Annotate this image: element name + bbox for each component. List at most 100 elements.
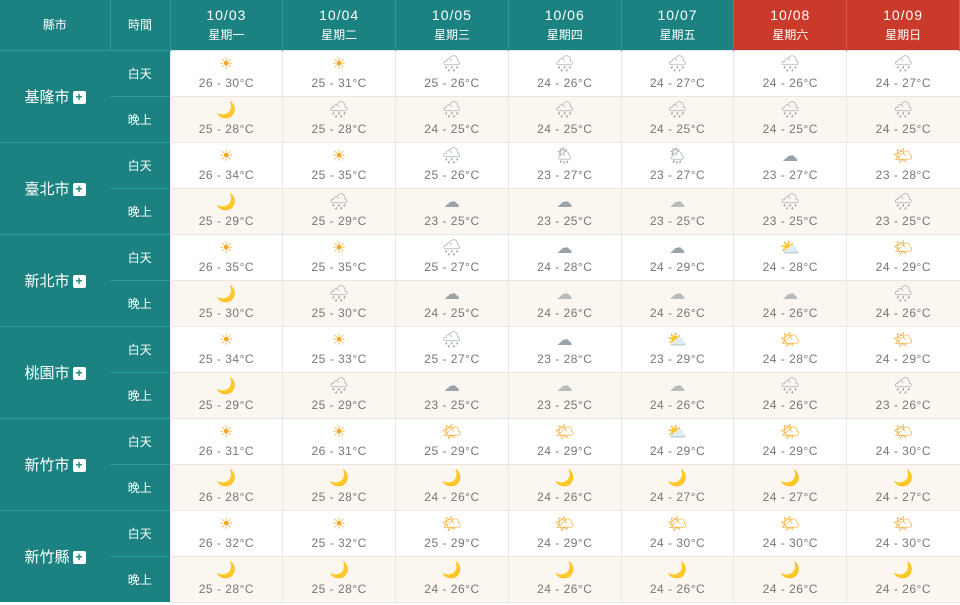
forecast-cell[interactable]: ⛅23 - 29°C: [621, 326, 734, 372]
forecast-cell[interactable]: ☁23 - 25°C: [508, 188, 621, 234]
forecast-cell[interactable]: 🌧24 - 25°C: [396, 96, 509, 142]
forecast-cell[interactable]: ☁23 - 25°C: [396, 188, 509, 234]
forecast-cell[interactable]: 🌤24 - 29°C: [734, 418, 847, 464]
forecast-cell[interactable]: 🌙24 - 26°C: [621, 556, 734, 602]
county-cell[interactable]: 基隆市+: [0, 50, 110, 142]
expand-icon[interactable]: +: [73, 459, 86, 472]
forecast-cell[interactable]: ☀26 - 31°C: [170, 418, 283, 464]
forecast-cell[interactable]: 🌧25 - 29°C: [283, 188, 396, 234]
forecast-cell[interactable]: 🌙25 - 28°C: [170, 556, 283, 602]
county-cell[interactable]: 桃園市+: [0, 326, 110, 418]
forecast-cell[interactable]: ☀26 - 32°C: [170, 510, 283, 556]
forecast-cell[interactable]: 🌤24 - 30°C: [847, 418, 960, 464]
forecast-cell[interactable]: ☀26 - 30°C: [170, 50, 283, 96]
forecast-cell[interactable]: 🌧24 - 25°C: [621, 96, 734, 142]
forecast-cell[interactable]: ☁24 - 26°C: [508, 280, 621, 326]
forecast-cell[interactable]: ☁23 - 25°C: [621, 188, 734, 234]
forecast-cell[interactable]: 🌧24 - 25°C: [508, 96, 621, 142]
mostly-sun-icon: 🌤: [734, 331, 846, 351]
forecast-cell[interactable]: 🌦23 - 27°C: [621, 142, 734, 188]
forecast-cell[interactable]: 🌧25 - 30°C: [283, 280, 396, 326]
forecast-cell[interactable]: 🌧25 - 27°C: [396, 234, 509, 280]
forecast-cell[interactable]: 🌙25 - 29°C: [170, 188, 283, 234]
forecast-cell[interactable]: 🌤23 - 28°C: [847, 142, 960, 188]
forecast-cell[interactable]: 🌤24 - 29°C: [847, 326, 960, 372]
county-cell[interactable]: 臺北市+: [0, 142, 110, 234]
forecast-cell[interactable]: 🌧23 - 25°C: [847, 188, 960, 234]
county-cell[interactable]: 新竹市+: [0, 418, 110, 510]
forecast-cell[interactable]: 🌤24 - 29°C: [508, 418, 621, 464]
forecast-cell[interactable]: ☁23 - 27°C: [734, 142, 847, 188]
county-cell[interactable]: 新竹縣+: [0, 510, 110, 602]
forecast-cell[interactable]: 🌙25 - 29°C: [170, 372, 283, 418]
forecast-cell[interactable]: 🌙25 - 28°C: [170, 96, 283, 142]
forecast-cell[interactable]: 🌤24 - 30°C: [621, 510, 734, 556]
forecast-cell[interactable]: 🌧25 - 27°C: [396, 326, 509, 372]
forecast-cell[interactable]: ☀25 - 33°C: [283, 326, 396, 372]
forecast-cell[interactable]: 🌦23 - 27°C: [508, 142, 621, 188]
forecast-cell[interactable]: ⛅24 - 28°C: [734, 234, 847, 280]
forecast-cell[interactable]: 🌤24 - 29°C: [847, 234, 960, 280]
forecast-cell[interactable]: ☀25 - 35°C: [283, 142, 396, 188]
forecast-cell[interactable]: 🌧24 - 27°C: [621, 50, 734, 96]
forecast-cell[interactable]: 🌧23 - 25°C: [734, 188, 847, 234]
forecast-cell[interactable]: 🌙24 - 26°C: [396, 556, 509, 602]
forecast-cell[interactable]: 🌙26 - 28°C: [170, 464, 283, 510]
forecast-cell[interactable]: 🌧25 - 26°C: [396, 50, 509, 96]
expand-icon[interactable]: +: [73, 183, 86, 196]
forecast-cell[interactable]: ☁24 - 26°C: [621, 280, 734, 326]
forecast-cell[interactable]: 🌙24 - 27°C: [621, 464, 734, 510]
forecast-cell[interactable]: 🌧25 - 29°C: [283, 372, 396, 418]
forecast-cell[interactable]: 🌙24 - 26°C: [508, 464, 621, 510]
forecast-cell[interactable]: 🌙24 - 26°C: [396, 464, 509, 510]
forecast-cell[interactable]: ☁24 - 29°C: [621, 234, 734, 280]
forecast-cell[interactable]: ☀26 - 35°C: [170, 234, 283, 280]
expand-icon[interactable]: +: [73, 275, 86, 288]
expand-icon[interactable]: +: [73, 91, 86, 104]
forecast-cell[interactable]: 🌤25 - 29°C: [396, 510, 509, 556]
forecast-cell[interactable]: ☁24 - 26°C: [621, 372, 734, 418]
forecast-cell[interactable]: 🌧24 - 26°C: [847, 280, 960, 326]
county-cell[interactable]: 新北市+: [0, 234, 110, 326]
forecast-cell[interactable]: 🌙25 - 30°C: [170, 280, 283, 326]
forecast-cell[interactable]: 🌧24 - 27°C: [847, 50, 960, 96]
forecast-cell[interactable]: 🌙24 - 26°C: [734, 556, 847, 602]
forecast-cell[interactable]: 🌧24 - 26°C: [508, 50, 621, 96]
forecast-cell[interactable]: 🌤25 - 29°C: [396, 418, 509, 464]
forecast-cell[interactable]: 🌧24 - 26°C: [734, 372, 847, 418]
forecast-cell[interactable]: ☀25 - 31°C: [283, 50, 396, 96]
forecast-cell[interactable]: 🌤24 - 28°C: [734, 326, 847, 372]
forecast-cell[interactable]: ☁24 - 25°C: [396, 280, 509, 326]
expand-icon[interactable]: +: [73, 551, 86, 564]
temp-range: 24 - 25°C: [396, 121, 508, 137]
forecast-cell[interactable]: ☁24 - 28°C: [508, 234, 621, 280]
forecast-cell[interactable]: ⛅24 - 29°C: [621, 418, 734, 464]
forecast-cell[interactable]: ☁23 - 28°C: [508, 326, 621, 372]
forecast-cell[interactable]: 🌤24 - 30°C: [734, 510, 847, 556]
forecast-cell[interactable]: 🌙24 - 26°C: [508, 556, 621, 602]
forecast-cell[interactable]: 🌙24 - 27°C: [734, 464, 847, 510]
forecast-cell[interactable]: 🌧23 - 26°C: [847, 372, 960, 418]
forecast-cell[interactable]: ☁24 - 26°C: [734, 280, 847, 326]
forecast-cell[interactable]: 🌧24 - 25°C: [847, 96, 960, 142]
forecast-cell[interactable]: 🌙24 - 27°C: [847, 464, 960, 510]
forecast-cell[interactable]: 🌙25 - 28°C: [283, 556, 396, 602]
forecast-cell[interactable]: 🌤24 - 29°C: [508, 510, 621, 556]
forecast-cell[interactable]: 🌧24 - 26°C: [734, 50, 847, 96]
forecast-cell[interactable]: 🌧25 - 26°C: [396, 142, 509, 188]
expand-icon[interactable]: +: [73, 367, 86, 380]
forecast-cell[interactable]: ☀26 - 31°C: [283, 418, 396, 464]
header-day-4: 10/07星期五: [621, 0, 734, 50]
forecast-cell[interactable]: ☀26 - 34°C: [170, 142, 283, 188]
cloud-icon: ☁: [622, 239, 734, 259]
forecast-cell[interactable]: ☁23 - 25°C: [396, 372, 509, 418]
forecast-cell[interactable]: 🌙24 - 26°C: [847, 556, 960, 602]
forecast-cell[interactable]: ☁23 - 25°C: [508, 372, 621, 418]
forecast-cell[interactable]: 🌤24 - 30°C: [847, 510, 960, 556]
forecast-cell[interactable]: ☀25 - 34°C: [170, 326, 283, 372]
forecast-cell[interactable]: 🌙25 - 28°C: [283, 464, 396, 510]
forecast-cell[interactable]: ☀25 - 35°C: [283, 234, 396, 280]
forecast-cell[interactable]: 🌧25 - 28°C: [283, 96, 396, 142]
forecast-cell[interactable]: 🌧24 - 25°C: [734, 96, 847, 142]
forecast-cell[interactable]: ☀25 - 32°C: [283, 510, 396, 556]
